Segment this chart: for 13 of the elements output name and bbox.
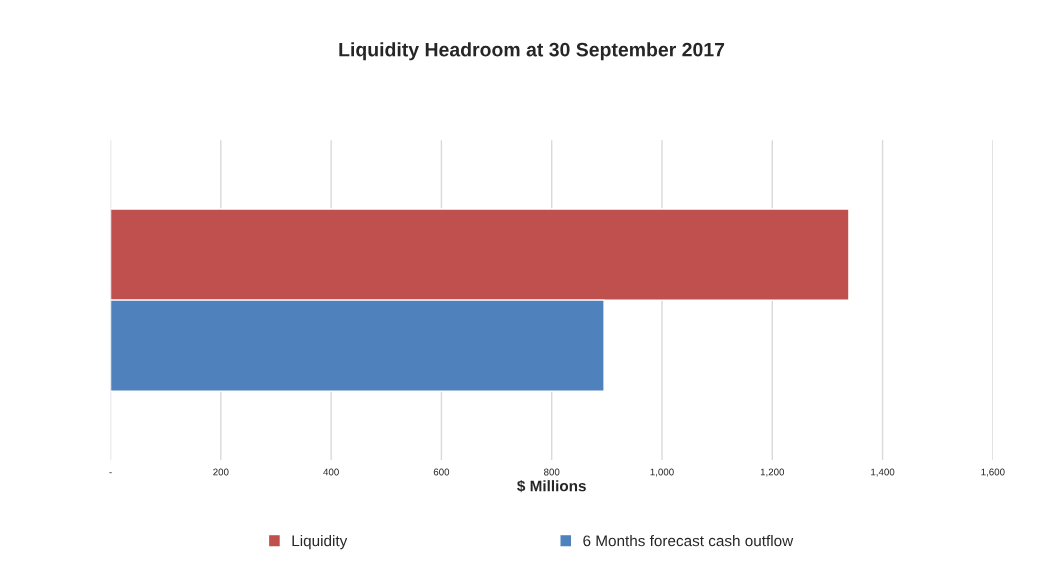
x-tick-label: 1,600	[981, 468, 1005, 477]
legend-label: 6 Months forecast cash outflow	[583, 535, 794, 547]
x-tick-label: 800	[544, 468, 560, 476]
chart-title: Liquidity Headroom at 30 September 2017	[339, 42, 725, 61]
x-tick-label: 1,000	[650, 468, 674, 477]
x-tick-label: 600	[433, 468, 450, 476]
x-tick-label: 200	[213, 468, 229, 476]
x-axis-title: $ Millions	[517, 479, 586, 493]
x-tick-label: -	[109, 472, 112, 474]
legend-label: Liquidity	[292, 535, 348, 550]
x-tick-label: 1,400	[871, 468, 895, 477]
x-tick-label: 1,200	[760, 468, 785, 477]
x-tick-label: 400	[323, 468, 339, 476]
